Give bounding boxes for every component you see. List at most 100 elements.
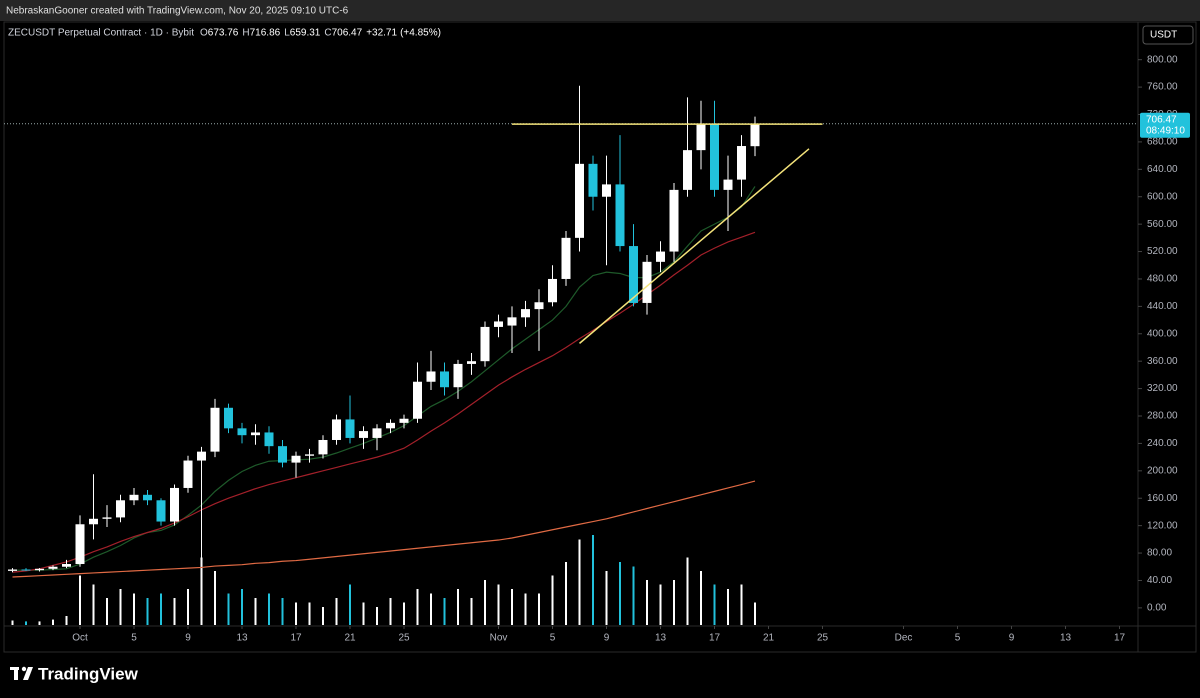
- y-tick-label: 400.00: [1147, 328, 1178, 339]
- ohlc-value: 706.47: [332, 28, 363, 39]
- y-tick-label: 320.00: [1147, 383, 1178, 394]
- y-tick-label: 0.00: [1147, 603, 1167, 614]
- ohlc-value: 716.86: [250, 28, 281, 39]
- y-tick-label: 80.00: [1147, 548, 1172, 559]
- candle-body: [237, 428, 247, 436]
- ohlc-prefix: L: [284, 28, 290, 39]
- change: +32.71: [366, 28, 397, 39]
- volume-bar: [389, 598, 392, 625]
- moving-average: [12, 480, 756, 578]
- volume-bar: [700, 571, 702, 625]
- x-tick-label: 13: [1060, 633, 1072, 644]
- candle-body: [291, 455, 301, 463]
- trend-line: [579, 148, 810, 344]
- x-tick-label: 9: [185, 633, 191, 644]
- y-tick-label: 560.00: [1147, 219, 1178, 230]
- currency: USDT: [1150, 30, 1177, 41]
- x-tick-label: 9: [604, 633, 610, 644]
- y-tick-label: 760.00: [1147, 82, 1178, 93]
- volume-bar: [362, 602, 365, 625]
- volume-bar: [578, 539, 581, 625]
- volume-bar: [646, 580, 648, 625]
- x-tick-label: 13: [655, 633, 667, 644]
- x-tick-label: 21: [344, 633, 356, 644]
- candle-body: [224, 407, 233, 429]
- y-tick-label: 280.00: [1147, 411, 1178, 422]
- header-bar: [0, 0, 1200, 21]
- volume-bar: [227, 593, 230, 625]
- candle-body: [710, 124, 719, 190]
- volume-bar: [686, 557, 689, 625]
- volume-bar: [376, 607, 378, 625]
- volume-bar: [551, 575, 554, 625]
- candle-body: [588, 163, 598, 197]
- ohlc-value: 673.76: [208, 28, 239, 39]
- volume-bar: [754, 602, 756, 625]
- candle-body: [62, 564, 71, 567]
- volume-bar: [592, 535, 594, 625]
- candle-body: [413, 381, 422, 419]
- candle-body: [440, 371, 449, 388]
- x-tick-label: 9: [1009, 633, 1015, 644]
- candle-body: [642, 261, 652, 303]
- candle-body: [750, 123, 760, 147]
- volume-bar: [349, 584, 351, 625]
- volume-bar: [119, 589, 122, 625]
- candle-body: [264, 432, 274, 447]
- volume-bar: [241, 589, 243, 625]
- ohlc-prefix: C: [324, 28, 331, 39]
- candle-body: [521, 309, 530, 318]
- x-tick-label: 5: [131, 633, 137, 644]
- x-tick-label: 21: [763, 633, 775, 644]
- volume-bar: [727, 589, 729, 625]
- volume-bar: [511, 589, 513, 625]
- volume-bar: [605, 571, 608, 625]
- candle-body: [669, 189, 679, 252]
- candle-body: [507, 317, 517, 326]
- volume-bar: [173, 598, 176, 625]
- logo-mark: [23, 667, 33, 680]
- y-tick-label: 240.00: [1147, 438, 1178, 449]
- y-tick-label: 520.00: [1147, 246, 1178, 257]
- candle-body: [359, 431, 368, 438]
- volume-bar: [11, 620, 14, 625]
- volume-bar: [187, 589, 189, 625]
- chart-frame: [3, 21, 1197, 653]
- candle-body: [305, 454, 314, 456]
- volume-bar: [430, 593, 432, 625]
- logo-mark: [14, 667, 18, 680]
- volume-bar: [673, 580, 675, 625]
- candle-body: [548, 278, 557, 303]
- candle-body: [561, 237, 571, 279]
- y-tick-label: 440.00: [1147, 301, 1178, 312]
- y-tick-label: 40.00: [1147, 575, 1172, 586]
- candle-body: [48, 566, 58, 569]
- candle-body: [737, 146, 746, 180]
- volume-bar: [133, 593, 135, 625]
- candle-body: [372, 428, 382, 438]
- volume-bar: [470, 598, 473, 625]
- x-tick-label: 5: [550, 633, 556, 644]
- volume-bar: [281, 598, 284, 625]
- candle-body: [696, 124, 706, 151]
- currency-box[interactable]: [1142, 25, 1194, 45]
- candle-body: [21, 569, 31, 571]
- change-pct: (+4.85%): [400, 28, 441, 39]
- x-tick-label: 17: [709, 633, 721, 644]
- candle-body: [210, 407, 220, 452]
- x-tick-label: 17: [1114, 633, 1126, 644]
- candle-body: [386, 422, 395, 429]
- symbol: ZECUSDT Perpetual Contract · 1D · Bybit: [8, 28, 194, 39]
- countdown: 08:49:10: [1146, 125, 1185, 136]
- y-tick-label: 680.00: [1147, 137, 1178, 148]
- volume-bar: [457, 589, 459, 625]
- volume-bar: [416, 589, 419, 625]
- volume-bar: [308, 602, 311, 625]
- candle-body: [156, 500, 166, 522]
- y-tick-label: 600.00: [1147, 191, 1178, 202]
- volume-bar: [322, 607, 324, 625]
- candle-body: [723, 179, 733, 190]
- x-tick-label: Nov: [490, 633, 508, 644]
